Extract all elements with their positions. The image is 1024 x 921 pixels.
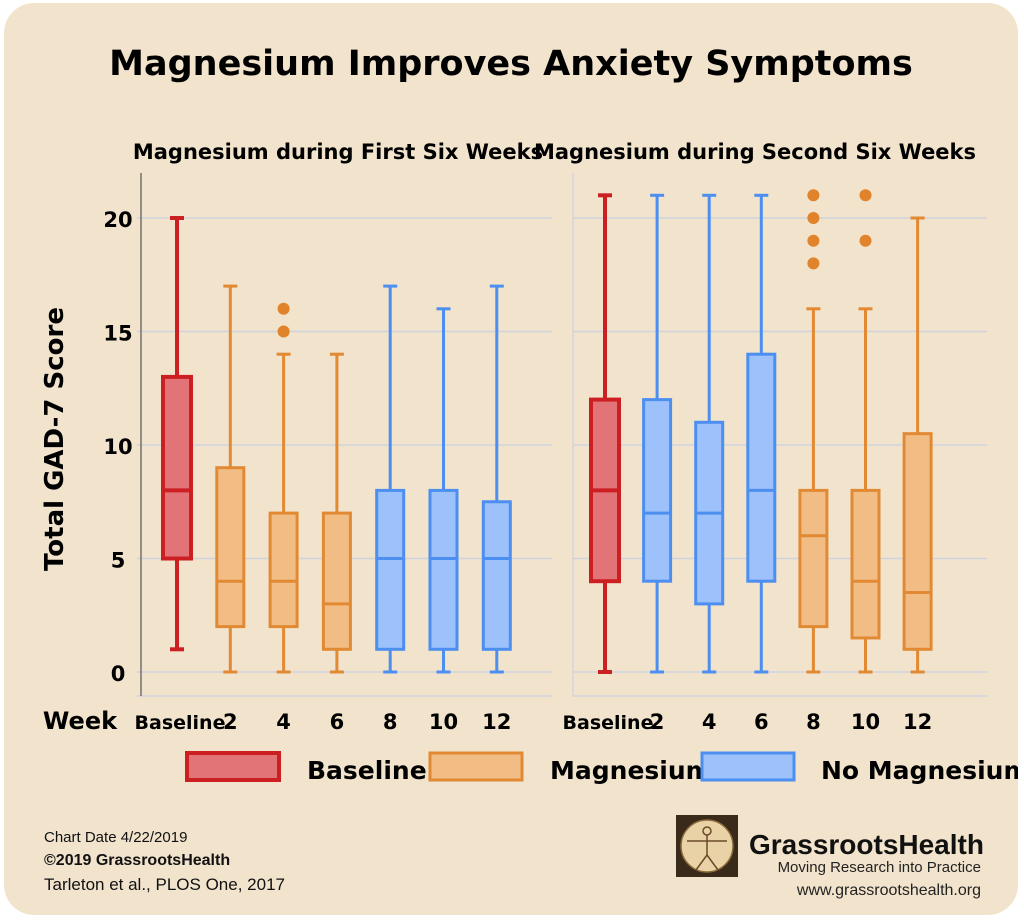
box-nomag-week-2 — [642, 193, 673, 674]
x-tick-label: Baseline — [563, 712, 654, 734]
chart-canvas: Magnesium Improves Anxiety Symptoms Magn… — [4, 3, 1018, 915]
legend-item-nomag: No Magnesium — [700, 751, 1018, 785]
legend-label: No Magnesium — [821, 756, 1018, 785]
y-tick-labels: 0 5 10 15 20 — [103, 208, 132, 686]
y-tick-label: 0 — [111, 662, 126, 686]
chart-date: Chart Date 4/22/2019 — [44, 829, 187, 846]
x-tick-label: Baseline — [135, 712, 226, 734]
legend-swatch — [428, 751, 524, 782]
boxplots — [161, 189, 933, 674]
outlier-point — [807, 212, 820, 224]
box-iqr — [850, 488, 881, 640]
x-tick-label: 10 — [429, 710, 458, 734]
outlier-point — [277, 325, 290, 338]
legend-label: Magnesium — [550, 756, 712, 785]
x-tick-label: 2 — [650, 710, 665, 734]
box-nomag-week-12 — [481, 284, 512, 674]
box-magnesium-week-2 — [215, 284, 246, 674]
y-tick-label: 20 — [103, 208, 132, 232]
outlier-point — [807, 189, 820, 202]
x-tick-label: 6 — [754, 710, 769, 734]
legend-item-magnesium: Magnesium — [428, 751, 712, 785]
box-iqr — [321, 511, 352, 651]
box-nomag-week-10 — [428, 307, 459, 674]
panel-2-title: Magnesium during Second Six Weeks — [534, 140, 976, 164]
x-tick-label: 12 — [482, 710, 511, 734]
legend-swatch — [185, 751, 281, 782]
outlier-point — [277, 302, 290, 315]
box-iqr — [161, 374, 193, 561]
chart-title: Magnesium Improves Anxiety Symptoms — [109, 44, 913, 84]
x-tick-label: 12 — [903, 710, 932, 734]
brand-url: www.grassrootshealth.org — [796, 882, 981, 899]
chart-card: Magnesium Improves Anxiety Symptoms Magn… — [4, 3, 1018, 915]
x-tick-label: 10 — [851, 710, 880, 734]
box-magnesium-week-10 — [850, 189, 881, 674]
box-nomag-week-4 — [694, 193, 725, 674]
legend-label: Baseline — [307, 756, 427, 785]
chart-background — [4, 3, 1018, 915]
outlier-point — [807, 234, 820, 247]
box-baseline-week-Baseline — [589, 193, 621, 674]
x-tick-label: 2 — [223, 710, 238, 734]
box-nomag-week-6 — [746, 193, 777, 674]
box-magnesium-week-6 — [321, 352, 352, 674]
citation: Tarleton et al., PLOS One, 2017 — [44, 875, 285, 894]
footer-credits: Chart Date 4/22/2019 ©2019 GrassrootsHea… — [44, 829, 285, 894]
x-tick-label: 8 — [383, 710, 398, 734]
y-axis-label: Total GAD-7 Score — [40, 307, 70, 571]
box-iqr — [215, 466, 246, 629]
x-tick-label: 4 — [276, 710, 291, 734]
box-iqr — [902, 432, 933, 651]
y-tick-label: 5 — [111, 549, 126, 573]
box-iqr — [375, 488, 406, 651]
box-nomag-week-8 — [375, 284, 406, 674]
x-tick-label: 8 — [806, 710, 821, 734]
x-axis-label: Week — [43, 707, 118, 735]
box-baseline-week-Baseline — [161, 216, 193, 652]
panel-1-title: Magnesium during First Six Weeks — [133, 140, 543, 164]
y-tick-label: 15 — [103, 322, 132, 346]
box-iqr — [268, 511, 299, 629]
box-iqr — [481, 500, 512, 651]
brand-logo: GrassrootsHealth Moving Research into Pr… — [676, 815, 984, 899]
box-iqr — [642, 398, 673, 583]
x-tick-label: 6 — [330, 710, 345, 734]
box-magnesium-week-8 — [798, 189, 829, 674]
legend-swatch — [700, 751, 796, 782]
y-tick-label: 10 — [103, 435, 132, 459]
copyright: ©2019 GrassrootsHealth — [44, 852, 230, 869]
box-iqr — [798, 488, 829, 629]
box-iqr — [428, 488, 459, 651]
axes — [137, 173, 987, 697]
x-tick-label: 4 — [702, 710, 717, 734]
outlier-point — [859, 234, 872, 247]
outlier-point — [807, 257, 820, 270]
legend: Baseline Magnesium No Magnesium — [185, 751, 1018, 785]
outlier-point — [859, 189, 872, 202]
legend-item-baseline: Baseline — [185, 751, 427, 785]
brand-name: GrassrootsHealth — [749, 829, 984, 860]
box-magnesium-week-4 — [268, 302, 299, 674]
box-iqr — [746, 352, 777, 583]
brand-tagline: Moving Research into Practice — [778, 859, 981, 876]
box-magnesium-week-12 — [902, 216, 933, 674]
